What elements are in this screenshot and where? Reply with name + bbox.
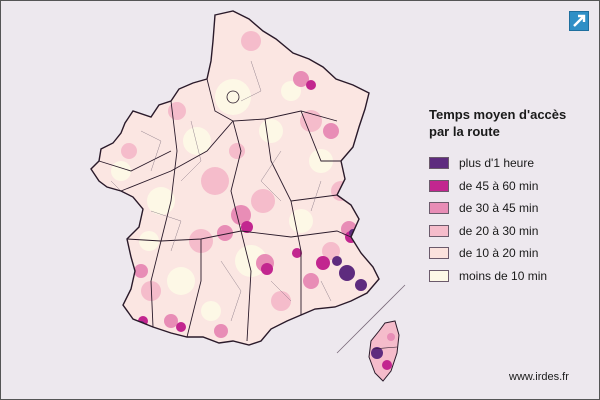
- legend-swatch: [429, 224, 449, 237]
- inset-separator: [336, 284, 406, 354]
- legend-title-line1: Temps moyen d'accès: [429, 107, 567, 122]
- legend-title-line2: par la route: [429, 124, 500, 139]
- legend-item: moins de 10 min: [429, 265, 594, 288]
- legend-label: de 30 à 45 min: [459, 201, 539, 216]
- legend-item: de 30 à 45 min: [429, 197, 594, 220]
- legend-swatch: [429, 202, 449, 215]
- mainland-base: [91, 11, 379, 345]
- map-legend: Temps moyen d'accès par la route plus d'…: [429, 106, 594, 287]
- legend-swatch: [429, 269, 449, 282]
- legend-items: plus d'1 heure de 45 à 60 min de 30 à 45 m…: [429, 152, 594, 287]
- legend-swatch: [429, 157, 449, 170]
- france-map: [1, 1, 421, 399]
- legend-label: de 45 à 60 min: [459, 178, 539, 193]
- legend-swatch: [429, 247, 449, 260]
- department-borders: [110, 60, 332, 322]
- legend-label: de 20 à 30 min: [459, 223, 539, 238]
- legend-label: plus d'1 heure: [459, 156, 535, 171]
- legend-item: de 10 à 20 min: [429, 242, 594, 265]
- map-svg: [90, 10, 406, 382]
- legend-label: de 10 à 20 min: [459, 246, 539, 261]
- legend-label: moins de 10 min: [459, 268, 548, 283]
- expand-arrow-icon[interactable]: [569, 11, 589, 31]
- legend-item: de 20 à 30 min: [429, 220, 594, 243]
- source-link[interactable]: www.irdes.fr: [509, 371, 569, 383]
- legend-title: Temps moyen d'accès par la route: [429, 106, 594, 140]
- corsica: [368, 320, 400, 382]
- legend-swatch: [429, 179, 449, 192]
- legend-item: de 45 à 60 min: [429, 175, 594, 198]
- legend-item: plus d'1 heure: [429, 152, 594, 175]
- paris-area: [226, 90, 240, 104]
- class-30-45: [134, 71, 357, 338]
- region-borders: [98, 78, 352, 342]
